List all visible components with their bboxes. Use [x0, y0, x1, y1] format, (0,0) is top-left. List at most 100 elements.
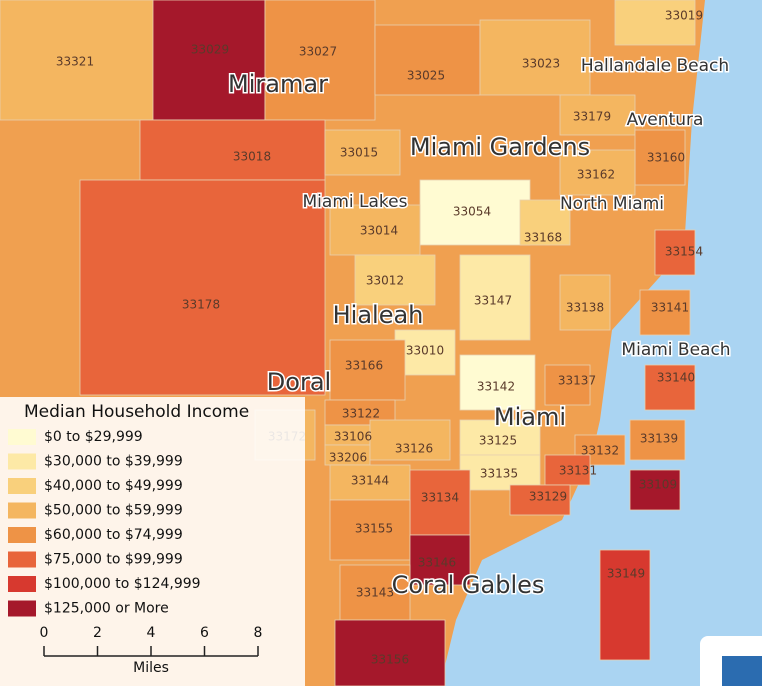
zip-label: 33149: [607, 567, 645, 581]
zip-region: [369, 419, 451, 461]
zip-region: [654, 229, 696, 276]
zip-region: [264, 0, 376, 121]
scale-tick-label: 2: [93, 625, 102, 641]
zip-region: [544, 454, 591, 486]
zip-label: 33168: [524, 231, 562, 245]
legend-swatch: [8, 502, 36, 519]
zip-region: [559, 94, 636, 136]
legend-swatch: [8, 429, 36, 445]
zip-region: [329, 339, 406, 401]
zip-region: [374, 24, 481, 96]
zip-label: 33155: [355, 522, 393, 536]
zip-region: [409, 534, 471, 586]
zip-label: 33054: [453, 205, 491, 219]
legend-swatch: [8, 478, 36, 494]
zip-region: [459, 254, 531, 341]
zip-region: [329, 499, 411, 561]
zip-region: [79, 179, 326, 396]
zip-label: 33146: [418, 556, 456, 570]
zip-region: [614, 0, 696, 46]
zip-region: [329, 204, 421, 256]
zip-region: [519, 199, 571, 246]
zip-region: [459, 454, 541, 491]
zip-label: 33166: [345, 359, 383, 373]
scale-tick-label: 6: [200, 625, 209, 641]
zip-label: 33012: [366, 274, 404, 288]
city-label: Miami Lakes: [303, 192, 408, 212]
scale-bar: 0 2 4 6 8 Miles: [40, 625, 263, 676]
zip-label: 33014: [360, 224, 398, 238]
zip-label: 33122: [342, 407, 380, 421]
legend-label: $50,000 to $59,999: [44, 503, 183, 519]
city-label: Doral: [267, 368, 331, 396]
legend-swatch: [8, 453, 36, 470]
zip-label: 33142: [477, 380, 515, 394]
legend-label: $40,000 to $49,999: [44, 478, 183, 494]
city-label: Coral Gables: [392, 571, 545, 599]
zip-label: 33106: [334, 430, 372, 444]
zip-region: [329, 464, 411, 501]
zip-label: 33138: [566, 301, 604, 315]
legend-label: $75,000 to $99,999: [44, 552, 183, 568]
zip-label: 33139: [640, 432, 678, 446]
zip-label: 33143: [356, 586, 394, 600]
zip-region: [479, 19, 591, 96]
legend-items: $0 to $29,999 $30,000 to $39,999 $40,000 t…: [8, 429, 201, 617]
zip-label: 33141: [651, 301, 689, 315]
zip-label: 33135: [480, 467, 518, 481]
zip-label: 33131: [559, 464, 597, 478]
scale-unit: Miles: [133, 660, 169, 676]
legend-label: $0 to $29,999: [44, 429, 143, 445]
zip-label: 33129: [529, 490, 567, 504]
legend: Median Household Income $0 to $29,999 $30…: [0, 397, 305, 686]
zip-label: 33160: [647, 151, 685, 165]
zip-region: [639, 289, 691, 336]
zip-region: [354, 254, 436, 306]
zip-label: 33029: [191, 43, 229, 57]
zip-label: 33179: [573, 110, 611, 124]
zip-region: [459, 419, 541, 456]
zip-region: [629, 469, 681, 511]
zip-label: 33321: [56, 55, 94, 69]
zip-label: 33109: [639, 478, 677, 492]
city-label: Miramar: [228, 70, 328, 98]
zip-region: [599, 549, 651, 661]
legend-label: $125,000 or More: [44, 601, 169, 617]
zip-label: 33015: [340, 146, 378, 160]
zip-region: [559, 149, 636, 196]
city-label: Miami: [494, 403, 566, 431]
zip-region: [419, 179, 531, 246]
zip-region: [544, 364, 591, 406]
zip-label: 33025: [407, 69, 445, 83]
zip-label: 33140: [657, 371, 695, 385]
zip-label: 33126: [395, 442, 433, 456]
legend-swatch: [8, 576, 36, 592]
zip-label: 33019: [665, 9, 703, 23]
legend-title: Median Household Income: [24, 402, 249, 422]
zip-region: [559, 274, 611, 331]
zip-label: 33147: [474, 294, 512, 308]
zip-label: 33154: [665, 245, 703, 259]
legend-swatch: [8, 551, 36, 568]
zip-region: [409, 469, 471, 536]
zip-region: [634, 129, 686, 186]
zip-region: [644, 364, 696, 411]
scale-tick-label: 0: [40, 625, 49, 641]
city-label: Miami Gardens: [410, 133, 590, 161]
zip-label: 33162: [577, 168, 615, 182]
city-label: Aventura: [627, 110, 704, 130]
zip-region: [334, 619, 446, 686]
zip-label: 33023: [522, 57, 560, 71]
city-label: Miami Beach: [621, 340, 730, 360]
zip-label: 33134: [421, 491, 459, 505]
legend-swatch: [8, 527, 36, 543]
zip-label: 33125: [479, 434, 517, 448]
zip-region: [629, 419, 686, 461]
zip-regions: [0, 0, 696, 686]
zip-label: 33010: [406, 344, 444, 358]
zip-region: [459, 354, 536, 411]
zip-label: 33027: [299, 45, 337, 59]
legend-label: $30,000 to $39,999: [44, 454, 183, 470]
zip-region: [509, 484, 571, 516]
